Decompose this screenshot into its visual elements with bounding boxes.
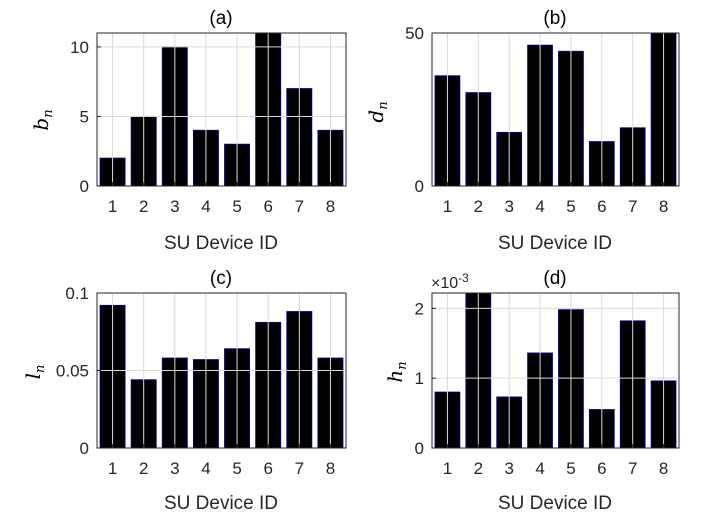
y-tick-label: 50 <box>405 24 424 43</box>
x-axis-label: SU Device ID <box>164 493 278 514</box>
x-tick-label: 5 <box>232 459 241 478</box>
axes-box <box>431 32 680 187</box>
axes-frame-d <box>431 292 680 449</box>
bars-b <box>434 32 677 187</box>
y-ticks-a: 0 5 10 <box>70 38 101 196</box>
y-axis-exponent: ×10-3 <box>431 271 469 292</box>
panel-a: 0 5 10 1 2 3 4 5 6 7 8 (a) SU Device ID bn <box>29 8 347 254</box>
axes-box <box>96 32 347 187</box>
x-tick-label: 8 <box>326 197 335 216</box>
x-tick-label: 6 <box>597 197 606 216</box>
panel-title: (b) <box>543 8 566 29</box>
x-tick-label: 6 <box>263 459 272 478</box>
x-tick-label: 7 <box>295 197 304 216</box>
x-tick-label: 7 <box>628 459 637 478</box>
y-tick-label: 0 <box>80 439 89 458</box>
panel-title: (c) <box>210 268 232 289</box>
x-tick-label: 2 <box>474 459 483 478</box>
x-ticks-b: 1 2 3 4 5 6 7 8 <box>443 182 668 216</box>
y-axis-exponent-base: ×10 <box>431 275 458 292</box>
y-axis-label-main: h <box>383 370 407 383</box>
x-tick-label: 8 <box>326 459 335 478</box>
x-tick-label: 2 <box>474 197 483 216</box>
x-axis-label: SU Device ID <box>498 233 612 254</box>
y-axis-label-subscript: n <box>376 101 391 109</box>
x-tick-label: 1 <box>108 459 117 478</box>
x-tick-label: 7 <box>295 459 304 478</box>
y-axis-label-subscript: n <box>395 361 410 369</box>
bars-d <box>434 292 677 449</box>
x-tick-label: 2 <box>139 459 148 478</box>
x-tick-label: 4 <box>201 459 210 478</box>
y-tick-label: 1 <box>415 369 424 388</box>
x-tick-label: 5 <box>232 197 241 216</box>
x-tick-label: 6 <box>263 197 272 216</box>
y-ticks-b: 0 50 <box>405 24 436 196</box>
x-axis-label: SU Device ID <box>164 233 278 254</box>
y-axis-label-subscript: n <box>33 365 48 373</box>
y-tick-label: 0 <box>415 177 424 196</box>
y-tick-label: 2 <box>415 299 424 318</box>
axes-frame-b <box>431 32 680 187</box>
x-tick-label: 3 <box>504 459 513 478</box>
axes-box <box>431 292 680 449</box>
y-axis-label: hn <box>383 361 410 382</box>
bars-c <box>99 304 344 449</box>
y-axis-label-main: b <box>29 118 53 131</box>
x-tick-label: 3 <box>504 197 513 216</box>
y-ticks-d: 0 1 2 <box>415 299 436 458</box>
y-ticks-c: 0 0.05 0.1 <box>56 284 101 458</box>
y-axis-label-main: d <box>364 110 388 123</box>
x-tick-label: 7 <box>628 197 637 216</box>
y-tick-label: 0.1 <box>65 284 89 303</box>
y-axis-label: bn <box>29 109 56 130</box>
y-axis-label: dn <box>364 101 391 122</box>
bars-a <box>99 32 344 187</box>
x-tick-label: 1 <box>443 459 452 478</box>
panel-title: (a) <box>209 8 232 29</box>
panel-title: (d) <box>543 268 566 289</box>
panel-b: 0 50 1 2 3 4 5 6 7 8 (b) SU Device ID dn <box>364 8 680 254</box>
x-tick-label: 5 <box>566 197 575 216</box>
x-tick-label: 4 <box>535 459 544 478</box>
y-tick-label: 0 <box>80 177 89 196</box>
x-tick-label: 5 <box>566 459 575 478</box>
x-tick-label: 8 <box>659 459 668 478</box>
x-ticks-a: 1 2 3 4 5 6 7 8 <box>108 182 335 216</box>
y-axis-label-subscript: n <box>41 109 56 117</box>
y-tick-label: 5 <box>80 107 89 126</box>
y-tick-label: 0 <box>415 439 424 458</box>
y-axis-label-main: l <box>21 373 45 379</box>
x-tick-label: 3 <box>170 459 179 478</box>
y-tick-label: 10 <box>70 38 89 57</box>
panel-c: 0 0.05 0.1 1 2 3 4 5 6 7 8 (c) SU Device ID ln <box>21 268 347 514</box>
x-tick-label: 6 <box>597 459 606 478</box>
x-ticks-d: 1 2 3 4 5 6 7 8 <box>443 444 668 478</box>
y-axis-label: ln <box>21 365 48 380</box>
x-ticks-c: 1 2 3 4 5 6 7 8 <box>108 444 335 478</box>
x-tick-label: 4 <box>535 197 544 216</box>
y-tick-label: 0.05 <box>56 362 89 381</box>
x-axis-label: SU Device ID <box>498 493 612 514</box>
y-axis-exponent-power: -3 <box>458 271 469 285</box>
x-tick-label: 3 <box>170 197 179 216</box>
axes-frame-a <box>96 32 347 187</box>
x-tick-label: 1 <box>443 197 452 216</box>
x-tick-label: 2 <box>139 197 148 216</box>
x-tick-label: 4 <box>201 197 210 216</box>
x-tick-label: 8 <box>659 197 668 216</box>
x-tick-label: 1 <box>108 197 117 216</box>
